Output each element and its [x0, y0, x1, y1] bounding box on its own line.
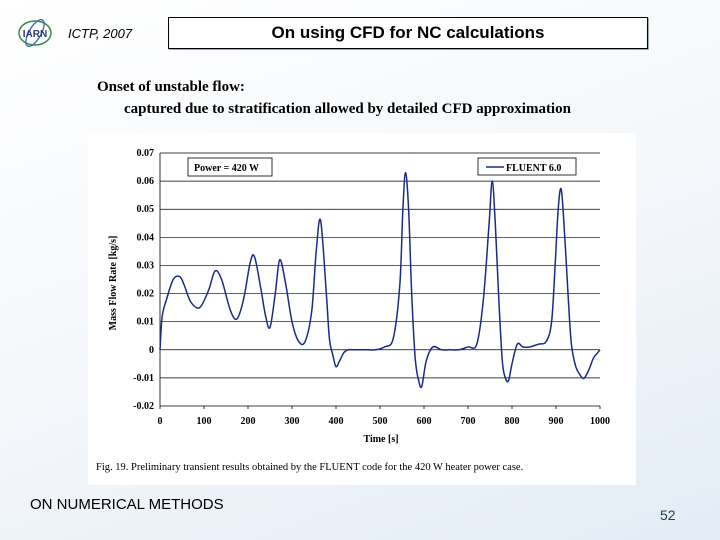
subtitle-line-2: captured due to stratification allowed b…	[124, 101, 571, 117]
chart-grid	[159, 152, 601, 409]
x-axis-label: Time [s]	[363, 434, 398, 445]
y-tick-label: 0.07	[137, 148, 155, 159]
y-axis-label: Mass Flow Rate [kg/s]	[108, 236, 119, 331]
footer-section-label: ON NUMERICAL METHODS	[30, 496, 224, 513]
y-tick-label: 0.01	[137, 317, 155, 328]
legend-box	[477, 157, 577, 176]
title-box: On using CFD for NC calculations	[168, 17, 648, 49]
annotation-box	[187, 157, 273, 177]
y-tick-label: 0.04	[137, 232, 155, 243]
subtitle: Onset of unstable flow: captured due to …	[97, 76, 697, 120]
series-line-fluent	[159, 171, 601, 389]
x-tick-label: 700	[461, 416, 476, 427]
y-tick-label: 0.02	[137, 289, 155, 300]
series-group	[159, 171, 601, 389]
iarn-logo: IARN	[16, 16, 54, 50]
y-tick-label: -0.01	[133, 373, 154, 384]
x-tick-label: 0	[158, 416, 163, 427]
subtitle-line-1: Onset of unstable flow:	[97, 79, 245, 95]
page-number: 52	[660, 507, 676, 523]
y-tick-label: 0	[149, 345, 154, 356]
x-tick-label: 600	[417, 416, 432, 427]
x-tick-label: 500	[373, 416, 388, 427]
x-tick-label: 100	[197, 416, 212, 427]
power-annotation: Power = 420 W	[194, 163, 259, 174]
y-tick-label: 0.06	[137, 176, 155, 187]
x-tick-label: 900	[549, 416, 564, 427]
x-tick-label: 200	[241, 416, 256, 427]
x-tick-label: 800	[505, 416, 520, 427]
y-tick-labels: 0.07 0.06 0.05 0.04 0.03 0.02 0.01 0 -0.01 -0.02	[133, 148, 154, 412]
x-tick-label: 1000	[590, 416, 610, 427]
page-title: On using CFD for NC calculations	[271, 23, 545, 42]
x-tick-label: 400	[329, 416, 344, 427]
header-label: ICTP, 2007	[68, 26, 133, 41]
x-tick-label: 300	[285, 416, 300, 427]
figure-caption: Fig. 19. Preliminary transient results o…	[96, 462, 523, 473]
y-tick-label: 0.05	[137, 204, 155, 215]
chart-figure: 0.07 0.06 0.05 0.04 0.03 0.02 0.01 0 -0.01 -0.02 …	[88, 133, 636, 485]
y-tick-label: -0.02	[133, 401, 154, 412]
x-tick-labels: 0 100 200 300 400 500 600 700 800 900 1000	[158, 416, 611, 427]
y-tick-label: 0.03	[137, 260, 155, 271]
legend-label: FLUENT 6.0	[506, 163, 561, 174]
mass-flow-chart: 0.070.060.050.040.030.020.010-0.01-0.02 …	[96, 148, 611, 473]
logo-text: IARN	[23, 29, 47, 40]
